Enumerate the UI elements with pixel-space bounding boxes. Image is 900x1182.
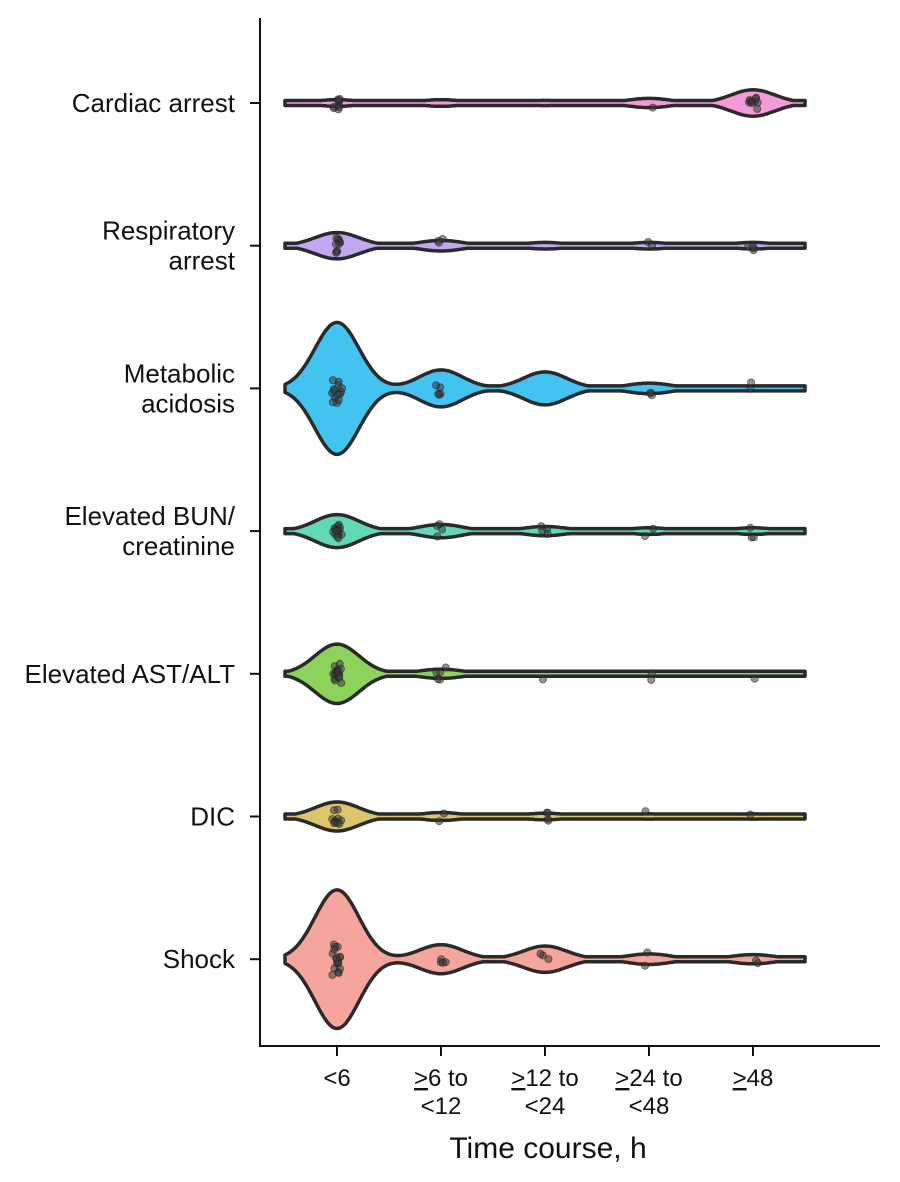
data-point (433, 532, 442, 541)
data-point (749, 533, 758, 542)
x-tick-label: <48 (629, 1093, 670, 1120)
data-point (648, 103, 657, 112)
y-category-label: arrest (169, 246, 236, 276)
data-point (333, 390, 342, 399)
x-tick-label-text: 48 (747, 1065, 774, 1092)
data-point (333, 95, 342, 104)
y-category-label: Elevated AST/ALT (24, 659, 235, 689)
y-category-label: Respiratory (102, 216, 235, 246)
data-point (748, 241, 757, 250)
point-layer (328, 93, 762, 979)
x-axis-labels: <6 >6 to<12>12 to<24>24 to<48>48 (323, 1046, 773, 1120)
x-tick-label: <6 (323, 1065, 350, 1092)
violin-row-0 (283, 88, 807, 118)
data-point (438, 958, 447, 967)
y-category-label: Metabolic (124, 358, 235, 388)
violin-row-4 (283, 642, 807, 706)
y-category-label: creatinine (122, 531, 235, 561)
data-point (544, 955, 553, 964)
data-point (332, 954, 341, 963)
data-point (648, 241, 657, 250)
data-point (645, 389, 654, 398)
data-point (641, 961, 650, 970)
data-point (332, 234, 341, 243)
x-tick-label: <12 (421, 1093, 462, 1120)
data-point (750, 674, 759, 683)
y-category-label: Cardiac arrest (72, 88, 236, 118)
violin-row-1 (283, 230, 807, 261)
x-tick-label: >24 to (615, 1065, 682, 1092)
y-category-label: acidosis (141, 388, 235, 418)
violin-layer (283, 88, 807, 1031)
data-point (439, 809, 448, 818)
data-point (332, 248, 341, 257)
data-point (441, 663, 450, 672)
data-point (432, 521, 441, 530)
data-point (337, 678, 346, 687)
data-point (337, 384, 346, 393)
data-point (334, 968, 343, 977)
data-point (330, 819, 339, 828)
data-point (436, 668, 445, 677)
data-point (538, 675, 547, 684)
data-point (751, 94, 760, 103)
data-point (336, 665, 345, 674)
data-point (746, 384, 755, 393)
y-category-label: Elevated BUN/ (64, 501, 235, 531)
data-point (543, 808, 552, 817)
y-category-label: Shock (163, 944, 236, 974)
data-point (647, 675, 656, 684)
data-point (433, 675, 442, 684)
data-point (753, 959, 762, 968)
x-tick-label-text: 12 to (525, 1065, 578, 1092)
data-point (746, 523, 755, 532)
data-point (643, 948, 652, 957)
data-point (332, 526, 341, 535)
data-point (538, 526, 547, 535)
data-point (746, 810, 755, 819)
x-tick-label-text: 6 to (428, 1065, 468, 1092)
data-point (649, 524, 658, 533)
y-category-label: DIC (190, 802, 235, 832)
data-point (647, 669, 656, 678)
x-tick-label: >12 to (511, 1065, 578, 1092)
x-tick-label: >48 (733, 1065, 774, 1092)
data-point (328, 376, 337, 385)
data-point (330, 102, 339, 111)
data-point (330, 945, 339, 954)
data-point (328, 398, 337, 407)
x-tick-label-prefix: > (615, 1065, 629, 1092)
x-axis-title: Time course, h (449, 1132, 646, 1165)
data-point (435, 817, 444, 826)
x-tick-label: >6 to (414, 1065, 468, 1092)
violin-row-2 (283, 320, 807, 457)
x-tick-label-prefix: > (414, 1065, 428, 1092)
data-point (641, 532, 650, 541)
data-point (432, 381, 441, 390)
x-tick-label-text: 24 to (629, 1065, 682, 1092)
data-point (536, 949, 545, 958)
x-tick-label: <24 (525, 1093, 566, 1120)
data-point (641, 807, 650, 816)
data-point (544, 816, 553, 825)
data-point (434, 389, 443, 398)
x-tick-label-prefix: > (511, 1065, 525, 1092)
data-point (434, 238, 443, 247)
x-tick-label-prefix: > (733, 1065, 747, 1092)
data-point (329, 806, 338, 815)
